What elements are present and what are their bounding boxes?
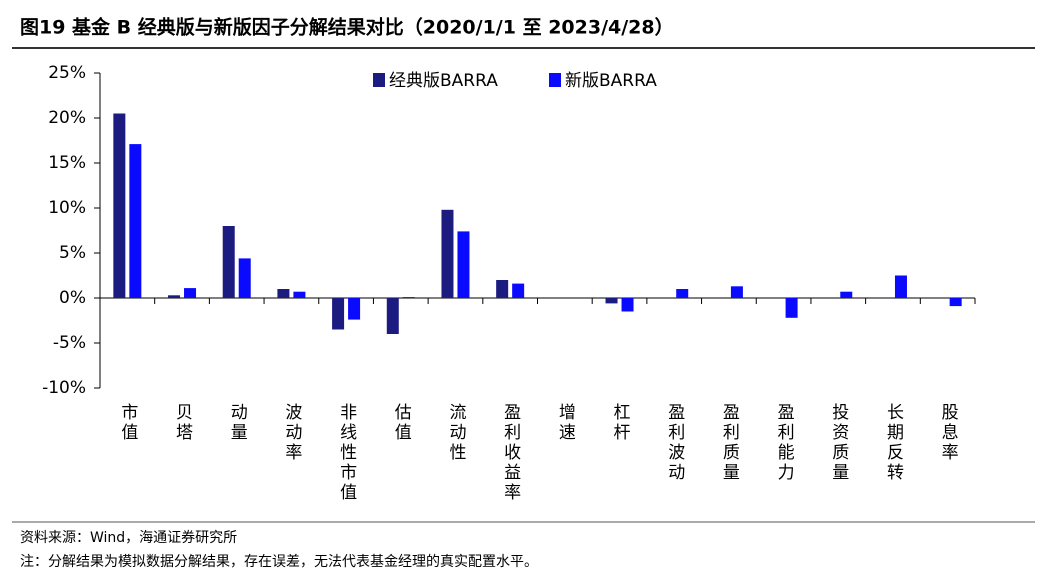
bar <box>348 298 361 320</box>
y-tick-label: -5% <box>53 333 86 353</box>
x-tick-label: 动量 <box>227 403 248 443</box>
bar <box>496 280 509 298</box>
x-tick-label: 贝塔 <box>172 403 193 443</box>
x-tick-label: 长期反转 <box>883 403 904 483</box>
bar <box>402 297 415 298</box>
x-tick-label: 估值 <box>391 403 412 443</box>
bar <box>457 231 470 298</box>
bar <box>386 298 399 334</box>
x-tick-label: 投资质量 <box>828 403 849 483</box>
bar <box>840 291 853 298</box>
bar <box>168 295 181 298</box>
y-tick-label: 25% <box>48 63 86 83</box>
legend-label: 经典版BARRA <box>389 71 498 91</box>
note: 注：分解结果为模拟数据分解结果，存在误差，无法代表基金经理的真实配置水平。 <box>20 553 538 570</box>
legend-swatch <box>549 73 561 87</box>
x-tick-label: 杠杆 <box>610 403 631 443</box>
legend-swatch <box>373 73 385 87</box>
y-tick-label: 15% <box>48 153 86 173</box>
x-tick-label: 市值 <box>117 403 138 443</box>
y-tick-label: 0% <box>59 288 86 308</box>
y-tick-label: 20% <box>48 108 86 128</box>
bar <box>441 209 454 298</box>
chart-title: 图19 基金 B 经典版与新版因子分解结果对比（2020/1/1 至 2023/… <box>20 16 674 39</box>
bar <box>184 288 197 298</box>
bar <box>785 298 798 318</box>
bar <box>730 286 743 298</box>
x-tick-label: 流动性 <box>445 403 466 463</box>
bar <box>293 291 306 298</box>
x-tick-label: 盈利能力 <box>774 403 795 483</box>
source: 资料来源：Wind，海通证券研究所 <box>20 530 237 546</box>
x-tick-label: 非线性市值 <box>336 403 357 503</box>
bar <box>222 226 235 298</box>
x-tick-label: 增速 <box>555 403 576 443</box>
bar <box>894 275 907 298</box>
y-tick-label: -10% <box>42 378 86 398</box>
x-tick-label: 盈利收益率 <box>500 403 521 503</box>
x-tick-label: 股息率 <box>938 403 959 463</box>
x-tick-label: 盈利质量 <box>719 403 740 483</box>
bar <box>113 113 126 298</box>
y-tick-label: 10% <box>48 198 86 218</box>
x-tick-label: 波动率 <box>281 403 302 463</box>
bar <box>621 298 634 312</box>
bar <box>676 289 689 298</box>
bar <box>238 258 251 298</box>
bar <box>949 298 962 307</box>
bar <box>332 298 345 330</box>
legend-label: 新版BARRA <box>565 71 657 91</box>
bar <box>129 144 142 298</box>
x-tick-label: 盈利波动 <box>664 403 685 483</box>
bar <box>277 289 290 298</box>
y-tick-label: 5% <box>59 243 86 263</box>
bar <box>605 298 618 304</box>
bar <box>512 283 525 298</box>
